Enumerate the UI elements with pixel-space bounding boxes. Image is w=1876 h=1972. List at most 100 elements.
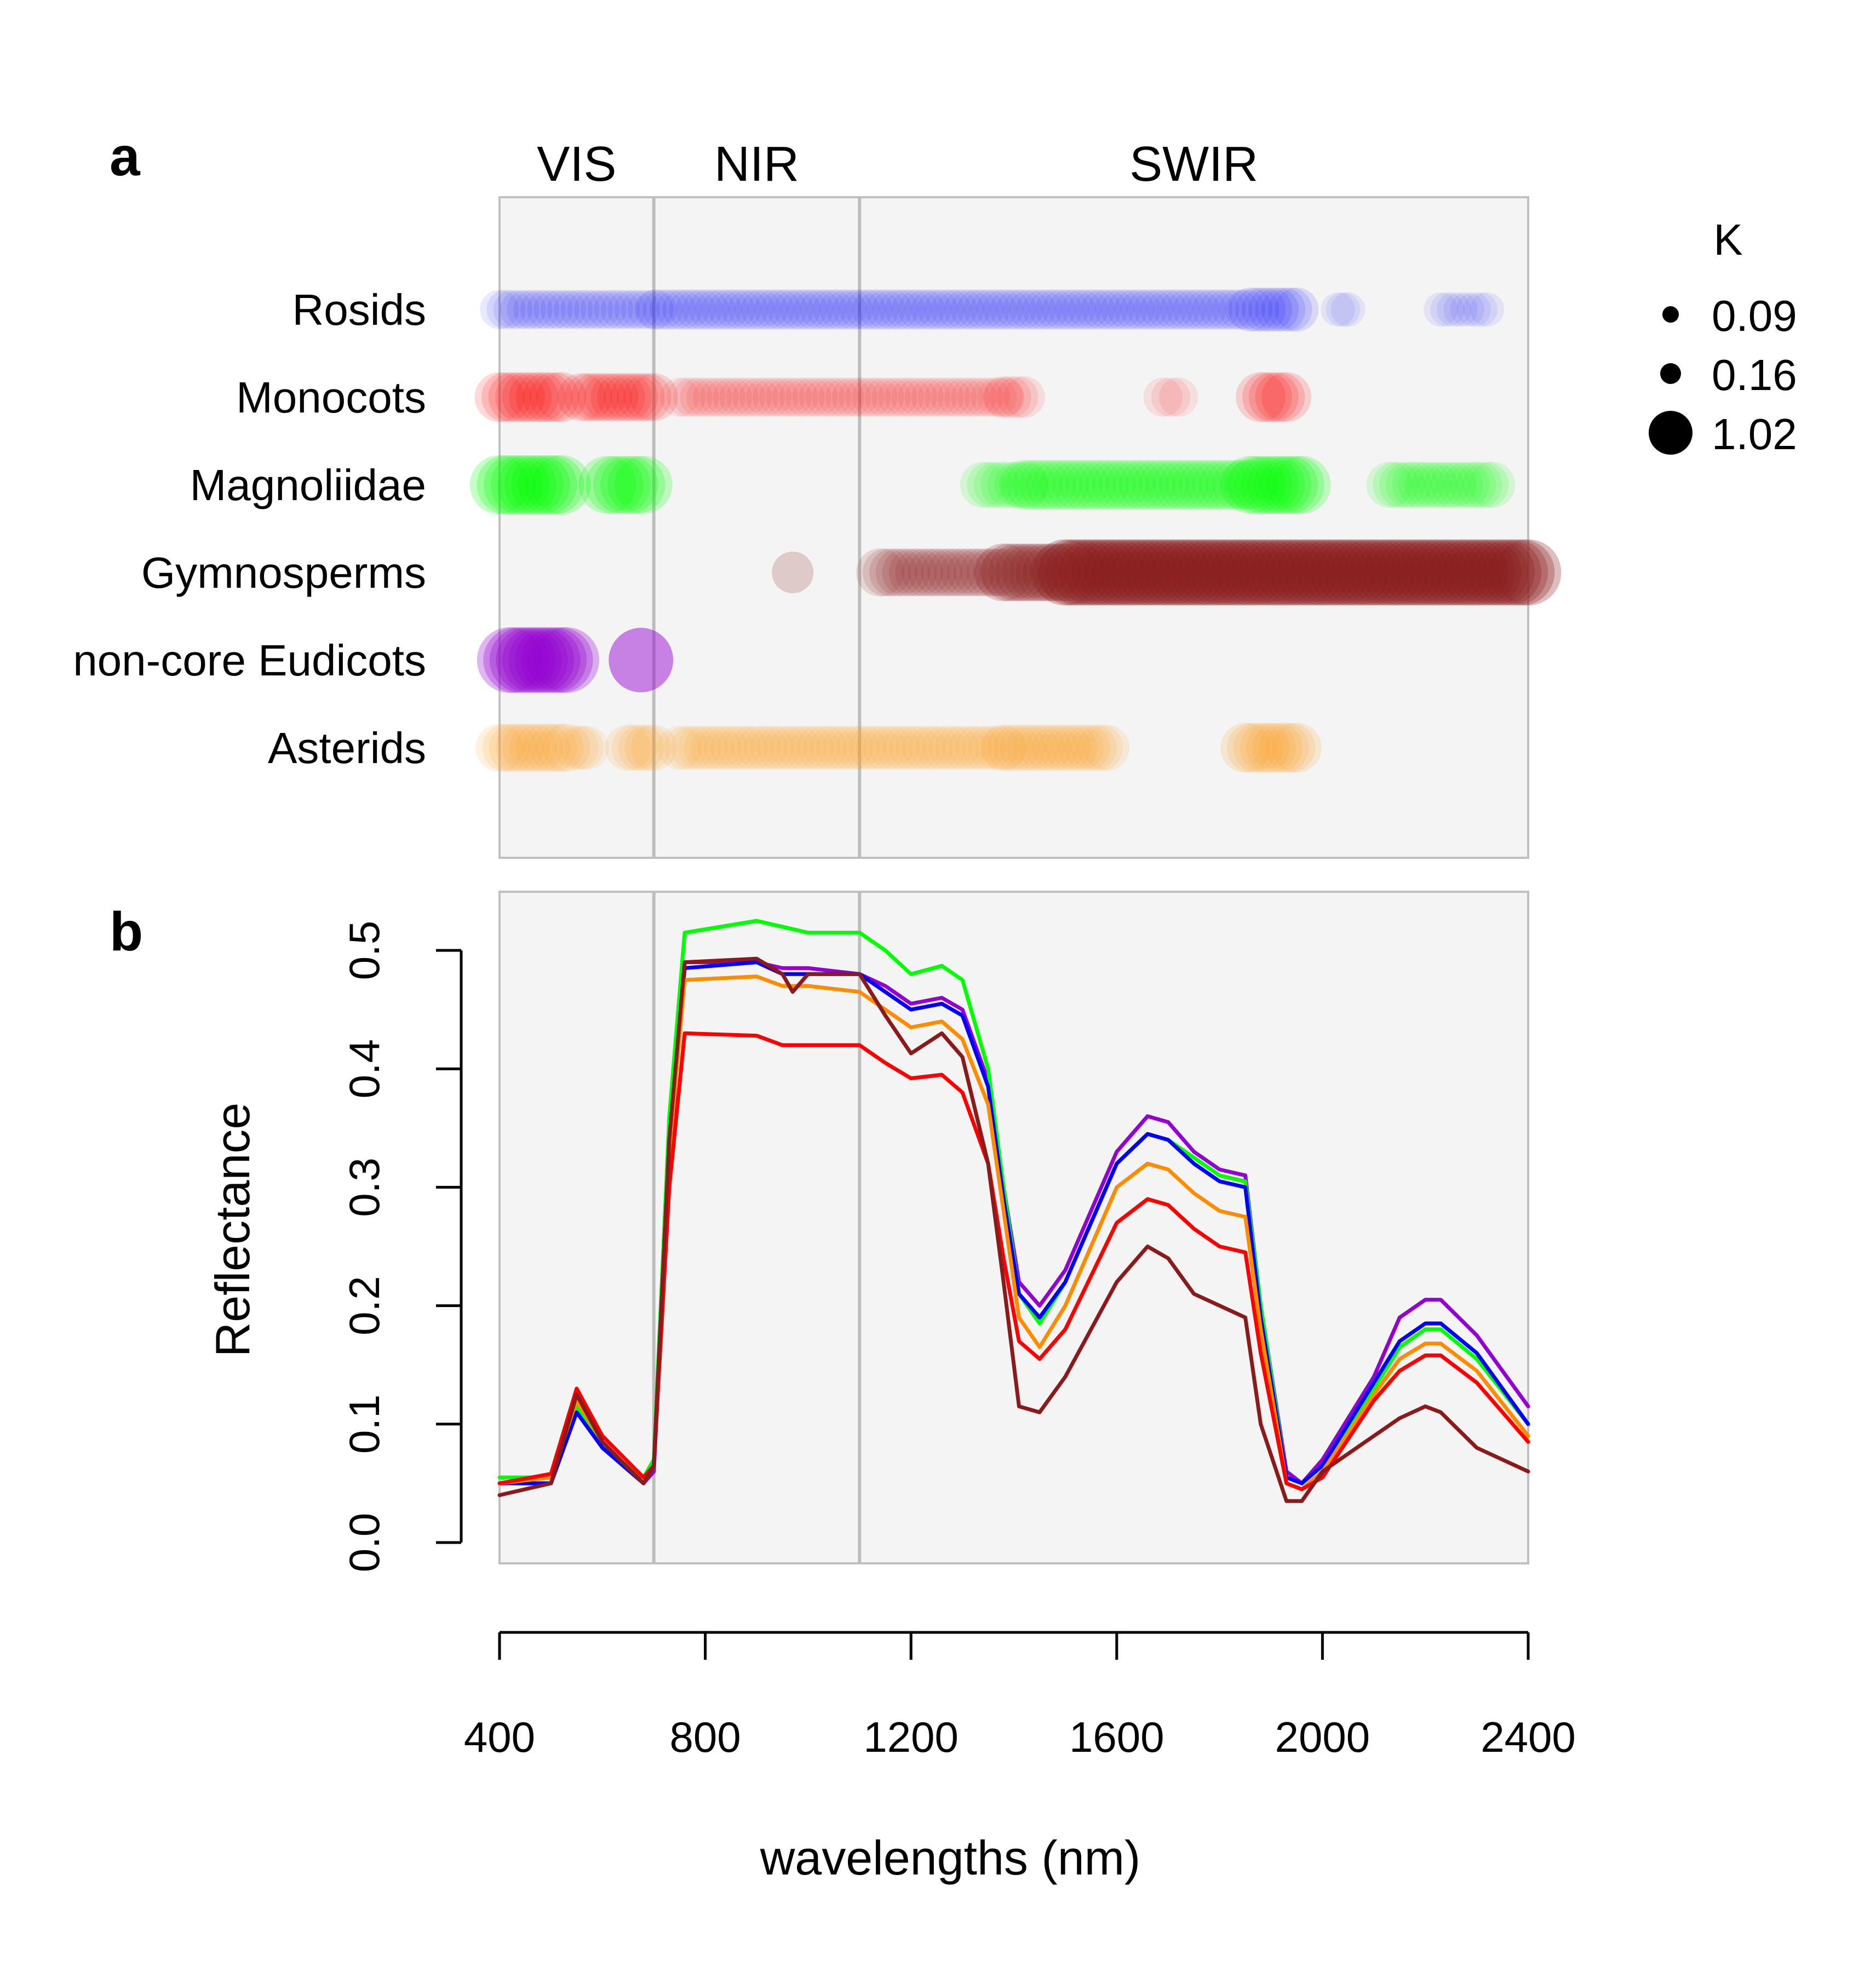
point-rosids-1-86	[1199, 289, 1240, 330]
point-magnoliidae-3-30	[1198, 460, 1249, 510]
point-asterids-3-21	[796, 725, 841, 770]
group-points-asterids	[475, 723, 1322, 773]
point-magnoliidae-0-5	[504, 455, 564, 515]
point-rosids-4-7	[1470, 292, 1505, 327]
point-gymnosperms-3-15	[1131, 539, 1198, 606]
point-rosids-0-20	[614, 290, 653, 329]
point-magnoliidae-5-4	[1392, 462, 1438, 508]
point-asterids-3-20	[790, 725, 834, 770]
point-non-core-eudicots-1-1	[609, 628, 674, 692]
point-magnoliidae-4-4	[1247, 456, 1305, 514]
y-tick-label-0: 0.0	[340, 1513, 388, 1572]
point-gymnosperms-2-1	[981, 543, 1040, 601]
point-asterids-3-19	[783, 725, 828, 770]
point-rosids-1-81	[1166, 289, 1207, 330]
point-magnoliidae-3-5	[1032, 460, 1082, 510]
point-asterids-3-3	[677, 725, 721, 770]
point-asterids-4-7	[1025, 725, 1072, 771]
point-magnoliidae-4-5	[1253, 456, 1312, 514]
point-asterids-0-6	[515, 724, 564, 772]
point-gymnosperms-3-52	[1376, 539, 1443, 606]
point-magnoliidae-3-4	[1025, 460, 1076, 510]
point-magnoliidae-0-7	[518, 455, 577, 515]
point-magnoliidae-0-3	[490, 455, 550, 515]
panel-a-points	[469, 287, 1562, 773]
point-rosids-1-32	[846, 289, 886, 330]
point-monocots-1-4	[584, 373, 632, 421]
point-monocots-2-11	[732, 377, 772, 417]
point-monocots-3-2	[996, 376, 1039, 418]
point-asterids-3-8	[710, 725, 755, 770]
point-gymnosperms-1-12	[934, 548, 982, 597]
point-rosids-1-45	[931, 289, 971, 330]
point-gymnosperms-3-54	[1389, 539, 1456, 606]
point-magnoliidae-3-14	[1092, 460, 1143, 510]
point-non-core-eudicots-0-2	[489, 627, 555, 693]
point-monocots-2-42	[938, 377, 977, 417]
point-gymnosperms-2-5	[1009, 543, 1067, 601]
point-monocots-2-9	[719, 377, 759, 417]
point-magnoliidae-3-32	[1212, 460, 1263, 510]
point-gymnosperms-3-31	[1237, 539, 1304, 606]
point-rosids-1-20	[767, 289, 807, 330]
point-rosids-0-21	[621, 290, 660, 329]
point-magnoliidae-5-7	[1411, 462, 1458, 508]
point-rosids-1-77	[1140, 289, 1180, 330]
point-asterids-4-11	[1051, 725, 1098, 771]
point-magnoliidae-1-0	[578, 456, 636, 514]
point-monocots-2-13	[745, 377, 785, 417]
point-magnoliidae-3-18	[1119, 460, 1169, 510]
point-asterids-4-12	[1058, 725, 1104, 771]
point-rosids-4-2	[1437, 292, 1471, 327]
point-asterids-3-14	[750, 725, 794, 770]
point-rosids-0-23	[634, 290, 674, 329]
point-gymnosperms-3-42	[1310, 539, 1376, 606]
point-rosids-0-22	[627, 290, 667, 329]
point-asterids-3-13	[743, 725, 788, 770]
group-label-gymnosperms: Gymnosperms	[141, 548, 426, 597]
point-rosids-0-10	[547, 290, 587, 329]
point-rosids-1-84	[1186, 289, 1226, 330]
x-axis-title: wavelengths (nm)	[760, 1831, 1141, 1885]
legend-marker-0-16	[1660, 363, 1681, 384]
point-asterids-3-17	[770, 725, 814, 770]
point-rosids-1-34	[859, 289, 899, 330]
point-monocots-2-45	[957, 377, 997, 417]
point-rosids-1-22	[780, 289, 821, 330]
point-asterids-3-40	[922, 725, 966, 770]
point-asterids-3-15	[756, 725, 801, 770]
point-asterids-3-43	[942, 725, 986, 770]
point-asterids-4-5	[1012, 725, 1059, 771]
point-gymnosperms-3-11	[1105, 539, 1172, 606]
point-magnoliidae-5-1	[1373, 462, 1419, 508]
point-monocots-2-46	[964, 377, 1003, 417]
point-asterids-3-47	[968, 725, 1013, 770]
point-rosids-4-6	[1463, 292, 1498, 327]
point-asterids-5-6	[1259, 723, 1309, 773]
point-gymnosperms-3-39	[1290, 539, 1357, 606]
y-tick-label-5: 0.5	[340, 921, 388, 980]
point-monocots-1-2	[571, 373, 619, 421]
point-gymnosperms-3-14	[1125, 539, 1191, 606]
point-rosids-0-9	[540, 290, 580, 329]
point-monocots-2-35	[891, 377, 931, 417]
point-rosids-1-53	[983, 289, 1024, 330]
point-gymnosperms-0-0	[772, 552, 814, 593]
point-gymnosperms-1-5	[888, 548, 937, 597]
point-rosids-3-2	[1331, 292, 1366, 327]
series-line-4	[497, 1031, 1530, 1492]
point-magnoliidae-3-9	[1059, 460, 1109, 510]
point-magnoliidae-5-11	[1437, 462, 1483, 508]
point-magnoliidae-1-3	[600, 456, 658, 514]
point-rosids-1-35	[865, 289, 906, 330]
point-monocots-2-3	[680, 377, 719, 417]
point-gymnosperms-3-41	[1303, 539, 1370, 606]
y-tick-label-1: 0.1	[340, 1395, 388, 1454]
group-label-rosids: Rosids	[292, 285, 426, 334]
point-magnoliidae-2-4	[987, 462, 1034, 508]
point-rosids-1-7	[682, 289, 722, 330]
point-asterids-3-46	[961, 725, 1006, 770]
point-gymnosperms-1-11	[927, 548, 976, 597]
point-monocots-2-16	[766, 377, 805, 417]
region-label-vis: VIS	[537, 137, 616, 192]
